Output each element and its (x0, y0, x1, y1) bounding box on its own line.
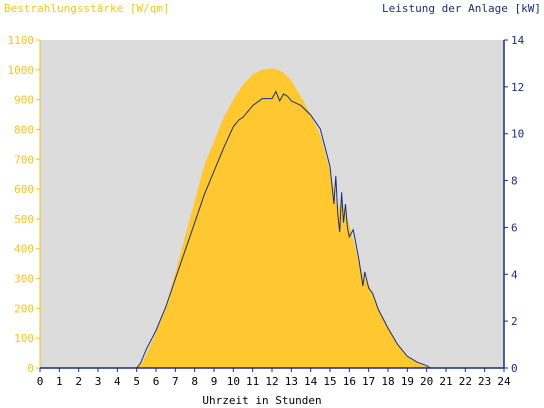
left-tick-label: 200 (14, 302, 34, 315)
right-tick-label: 14 (511, 34, 525, 47)
left-tick-label: 500 (14, 213, 34, 226)
right-tick-label: 8 (511, 175, 518, 188)
right-tick-label: 2 (511, 315, 518, 328)
x-tick-label: 14 (304, 375, 318, 388)
x-axis-label: Uhrzeit in Stunden (202, 394, 321, 407)
x-tick-label: 12 (265, 375, 278, 388)
x-ticks: 0 1 2 3 4 5 6 7 8 9 10 11 12 13 14 15 16 17 18 19 20 21 22 23 24 (37, 368, 511, 388)
left-tick-label: 400 (14, 243, 34, 256)
left-tick-label: 100 (14, 332, 34, 345)
title-left: Bestrahlungsstärke [W/qm] (4, 2, 170, 15)
title-right: Leistung der Anlage [kW] (382, 2, 541, 15)
right-tick-label: 0 (511, 362, 518, 375)
left-tick-label: 300 (14, 273, 34, 286)
left-tick-label: 900 (14, 94, 34, 107)
x-tick-label: 16 (343, 375, 356, 388)
x-tick-label: 4 (114, 375, 121, 388)
x-tick-label: 19 (401, 375, 414, 388)
x-tick-label: 9 (211, 375, 218, 388)
right-tick-label: 10 (511, 128, 524, 141)
x-tick-label: 5 (133, 375, 140, 388)
x-tick-label: 7 (172, 375, 179, 388)
left-tick-label: 1000 (8, 64, 35, 77)
x-tick-label: 15 (323, 375, 336, 388)
left-tick-label: 800 (14, 123, 34, 136)
x-tick-label: 24 (497, 375, 511, 388)
x-tick-label: 17 (362, 375, 375, 388)
right-tick-label: 4 (511, 268, 518, 281)
irradiance-area (40, 68, 504, 369)
left-ticks: 0 100 200 300 400 500 600 700 800 900 1000 1100 (8, 34, 40, 375)
left-tick-label: 600 (14, 183, 34, 196)
x-tick-label: 21 (439, 375, 452, 388)
left-tick-label: 0 (27, 362, 34, 375)
x-tick-label: 23 (478, 375, 491, 388)
left-tick-label: 1100 (8, 34, 35, 47)
x-tick-label: 8 (191, 375, 198, 388)
x-tick-label: 18 (381, 375, 394, 388)
x-tick-label: 3 (95, 375, 102, 388)
power-line (40, 90, 504, 369)
left-tick-label: 700 (14, 153, 34, 166)
x-tick-label: 10 (227, 375, 240, 388)
right-tick-label: 12 (511, 81, 524, 94)
x-tick-label: 13 (285, 375, 298, 388)
right-ticks: 0 2 4 6 8 10 12 14 (504, 34, 525, 375)
x-tick-label: 2 (75, 375, 82, 388)
series-layer (40, 68, 504, 369)
x-tick-label: 1 (56, 375, 63, 388)
x-tick-label: 0 (37, 375, 44, 388)
right-tick-label: 6 (511, 221, 518, 234)
x-tick-label: 22 (459, 375, 472, 388)
x-tick-label: 11 (246, 375, 259, 388)
x-tick-label: 6 (153, 375, 160, 388)
x-tick-label: 20 (420, 375, 433, 388)
